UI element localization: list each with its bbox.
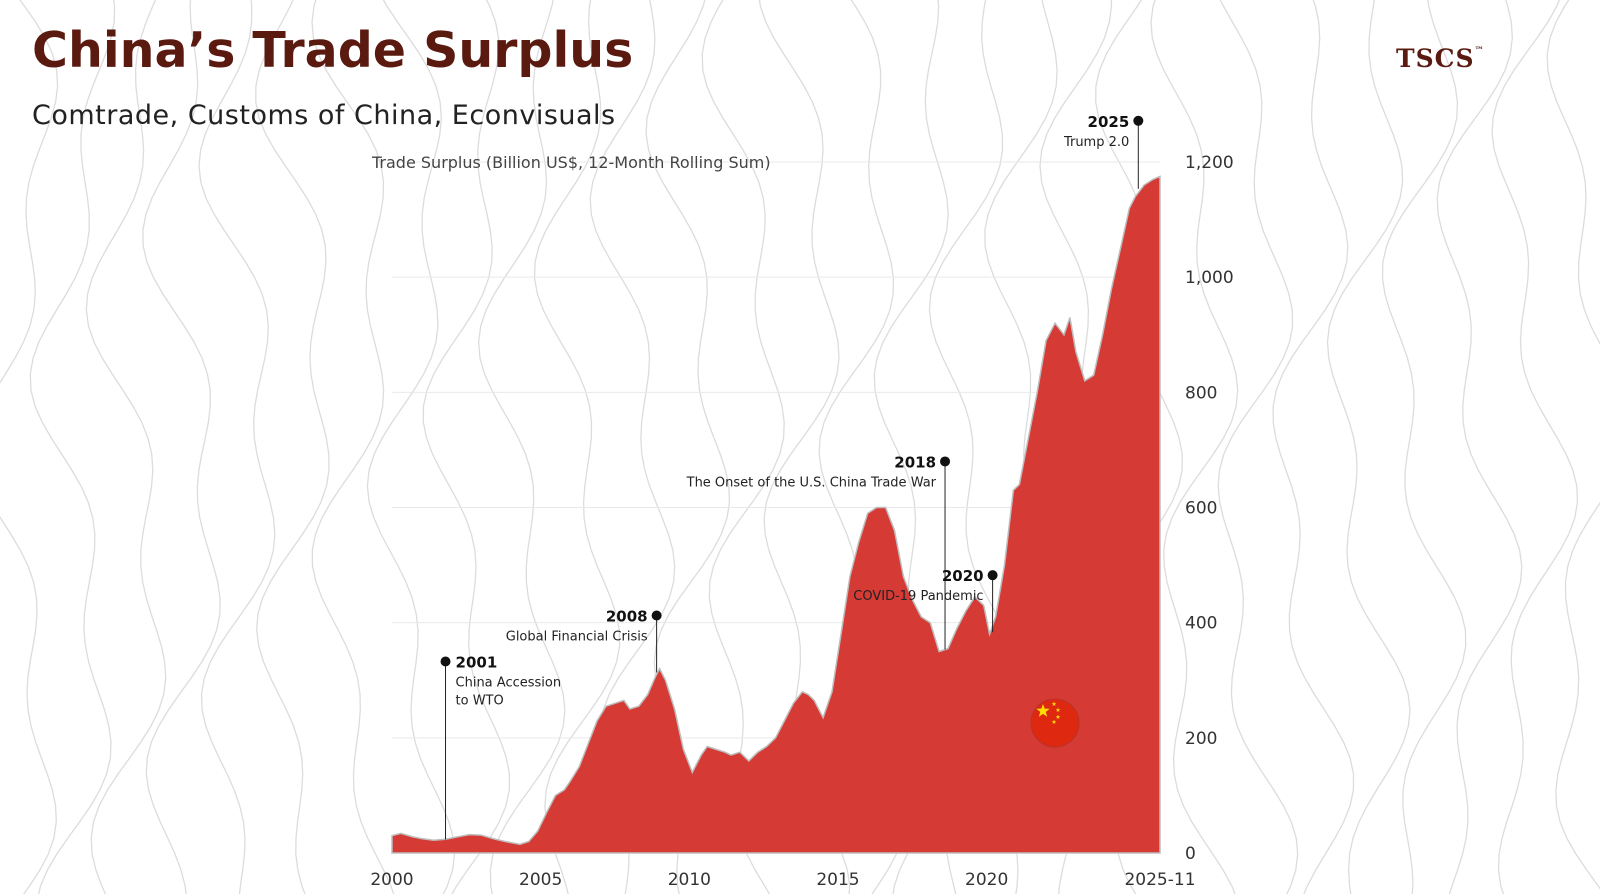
contour-line (1436, 0, 1523, 894)
annotation: 2025 Trump 2.0 (1063, 113, 1144, 189)
contour-line (311, 0, 395, 894)
page-title: China’s Trade Surplus (32, 22, 634, 79)
contour-line (198, 0, 276, 894)
annotation-dot (1133, 115, 1144, 126)
annotation-label: COVID-19 Pandemic (853, 589, 983, 604)
china-flag-icon (1030, 698, 1080, 748)
contour-line (85, 0, 167, 894)
annotation: 2020 COVID-19 Pandemic (853, 567, 998, 633)
y-tick-label: 600 (1185, 499, 1217, 519)
contour-line (255, 0, 330, 894)
annotation: 2001 China Accession to WTO (440, 653, 562, 840)
x-tick-label: 2020 (965, 870, 1008, 890)
contour-line (1326, 0, 1411, 894)
annotation-year: 2001 (456, 653, 498, 671)
y-tick-label: 800 (1185, 383, 1217, 403)
page-subtitle: Comtrade, Customs of China, Econvisuals (32, 100, 616, 131)
contour-line (1272, 0, 1355, 894)
annotation-year: 2008 (606, 607, 648, 625)
annotation-year: 2020 (942, 567, 984, 585)
annotation-dot (651, 610, 662, 621)
annotation: 2008 Global Financial Crisis (506, 607, 662, 673)
annotation-label: to WTO (456, 693, 504, 708)
x-tick-label: 2025-11 (1124, 870, 1195, 890)
contour-line (1217, 0, 1299, 894)
annotation: 2018 The Onset of the U.S. China Trade Wa… (686, 453, 951, 650)
contour-line (29, 0, 116, 894)
series-area (391, 175, 1161, 854)
x-tick-label: 2015 (816, 870, 859, 890)
annotation-year: 2025 (1088, 113, 1130, 131)
y-axis-title: Trade Surplus (Billion US$, 12-Month Rol… (371, 153, 771, 172)
y-tick-label: 1,200 (1185, 153, 1234, 173)
contour-line (142, 0, 221, 894)
annotation-dot (940, 456, 951, 467)
y-tick-label: 200 (1185, 729, 1217, 749)
contour-line (1546, 0, 1600, 890)
annotation-dot (440, 656, 451, 667)
contour-line (0, 0, 59, 894)
y-tick-label: 0 (1185, 844, 1196, 864)
contour-line (1491, 0, 1579, 894)
contour-line (701, 0, 785, 894)
annotation-label: Trump 2.0 (1063, 135, 1129, 150)
y-tick-label: 1,000 (1185, 268, 1234, 288)
contour-line (1381, 0, 1467, 894)
annotation-label: Global Financial Crisis (506, 629, 648, 644)
contour-line (477, 0, 566, 894)
annotation-label: The Onset of the U.S. China Trade War (686, 475, 937, 490)
x-tick-label: 2005 (519, 870, 562, 890)
y-tick-label: 400 (1185, 614, 1217, 634)
brand-logo: TSCS™ (1396, 44, 1484, 73)
annotation-dot (987, 570, 998, 581)
contour-line (533, 0, 621, 894)
x-tick-label: 2010 (668, 870, 711, 890)
annotation-year: 2018 (894, 453, 936, 471)
brand-name: TSCS (1396, 44, 1475, 73)
contour-line (422, 0, 511, 894)
trademark-mark: ™ (1474, 46, 1484, 56)
annotation-label: China Accession (456, 675, 562, 690)
x-tick-label: 2000 (370, 870, 413, 890)
contour-line (366, 0, 456, 894)
contour-line (1150, 0, 1239, 894)
